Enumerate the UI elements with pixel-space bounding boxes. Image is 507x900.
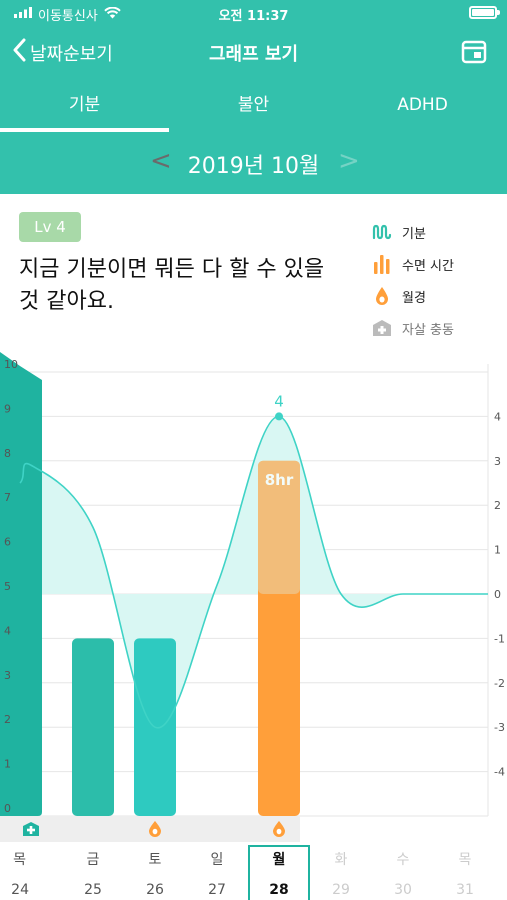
- day-date-label[interactable]: 30: [394, 882, 412, 898]
- month-selector: < 2019년 10월 >: [0, 132, 507, 194]
- mood-info-panel: Lv 4 지금 기분이면 뭐든 다 할 수 있을 것 같아요. 기분 수면 시간…: [0, 194, 507, 344]
- right-axis-tick: -4: [494, 766, 505, 779]
- day-weekday-label[interactable]: 수: [397, 852, 410, 868]
- battery-icon: [469, 6, 500, 19]
- sleep-bar-label: 8hr: [265, 471, 294, 489]
- mood-point-label: 4: [274, 392, 284, 410]
- suicidal-impulse-icon-cross: [27, 828, 35, 832]
- day-date-label[interactable]: 24: [11, 882, 29, 898]
- sleep-bar[interactable]: [0, 352, 42, 816]
- sleep-bars-icon: [372, 254, 392, 274]
- right-axis-tick: 4: [494, 410, 501, 423]
- legend-label: 기분: [402, 226, 426, 242]
- legend: 기분 수면 시간 월경 자살 충동: [372, 216, 454, 344]
- day-weekday-label[interactable]: 일: [211, 852, 224, 868]
- day-weekday-label[interactable]: 목: [13, 852, 26, 868]
- carrier: 이동통신사: [14, 5, 121, 24]
- chevron-left-icon: [12, 38, 26, 67]
- day-date-label[interactable]: 27: [208, 882, 226, 898]
- left-axis-tick: 6: [4, 536, 11, 549]
- menstruation-drop-icon-center: [276, 828, 282, 835]
- carrier-label: 이동통신사: [38, 9, 98, 24]
- legend-label: 월경: [402, 290, 426, 306]
- mood-description: 지금 기분이면 뭐든 다 할 수 있을 것 같아요.: [19, 257, 325, 314]
- menstruation-drop-icon: [372, 286, 392, 306]
- right-axis-tick: -3: [494, 721, 505, 734]
- suicidal-impulse-icon: [372, 318, 392, 338]
- nav-bar: 날짜순보기 그래프 보기: [0, 26, 507, 78]
- day-date-label[interactable]: 26: [146, 882, 164, 898]
- day-date-label[interactable]: 28: [269, 882, 288, 898]
- day-weekday-label[interactable]: 금: [87, 852, 100, 868]
- right-axis-tick: 2: [494, 499, 501, 512]
- day-date-label[interactable]: 25: [84, 882, 102, 898]
- mood-point[interactable]: [275, 412, 283, 421]
- day-weekday-label[interactable]: 화: [335, 852, 348, 868]
- status-time: 오전 11:37: [218, 9, 289, 24]
- right-axis-tick: -2: [494, 677, 505, 690]
- mood-sleep-chart[interactable]: 8hr 4 0 1 2 3 4 5 6 7 8 9 10 -4 -3 -2 -1 0 1 2 3 4 목 24 금 25 토 26 일 2…: [0, 344, 507, 900]
- day-weekday-label[interactable]: 목: [459, 852, 472, 868]
- mood-wave-icon: [372, 222, 392, 242]
- tab-mood[interactable]: 기분: [0, 78, 169, 132]
- calendar-view-button[interactable]: [461, 40, 487, 68]
- level-badge: Lv 4: [19, 212, 81, 242]
- status-bar: 이동통신사 오전 11:37: [0, 0, 507, 26]
- right-axis-tick: 3: [494, 455, 501, 468]
- day-date-label[interactable]: 29: [332, 882, 350, 898]
- legend-item-suicidal: 자살 충동: [372, 312, 454, 344]
- menstruation-drop-icon-center: [152, 828, 158, 835]
- right-axis-tick: 0: [494, 588, 501, 601]
- wifi-icon: [104, 6, 121, 23]
- next-month-button[interactable]: >: [338, 146, 360, 176]
- prev-month-button[interactable]: <: [150, 146, 172, 176]
- left-axis-tick: 3: [4, 669, 11, 682]
- month-label: 2019년 10월: [187, 154, 320, 179]
- legend-label: 수면 시간: [402, 258, 454, 274]
- sleep-bar[interactable]: [72, 638, 114, 816]
- day-date-label[interactable]: 31: [456, 882, 474, 898]
- day-weekday-label[interactable]: 월: [273, 851, 286, 868]
- left-axis-tick: 8: [4, 447, 11, 460]
- calendar-icon: [461, 40, 487, 64]
- right-axis-tick: 1: [494, 544, 501, 557]
- signal-icon: [14, 7, 32, 22]
- tab-adhd[interactable]: ADHD: [397, 95, 448, 115]
- left-axis-tick: 4: [4, 624, 11, 637]
- legend-label: 자살 충동: [402, 322, 454, 338]
- sleep-bar-overlay: [258, 460, 300, 594]
- day-weekday-label[interactable]: 토: [149, 852, 162, 868]
- sleep-bar[interactable]: [258, 460, 300, 816]
- tab-bar: 기분 불안 ADHD: [0, 78, 507, 132]
- selected-day-box[interactable]: [248, 845, 310, 900]
- legend-item-sleep: 수면 시간: [372, 248, 454, 280]
- right-axis-tick: -1: [494, 632, 505, 645]
- left-axis-tick: 7: [4, 491, 11, 504]
- left-axis-tick: 5: [4, 580, 11, 593]
- left-axis-tick: 0: [4, 802, 11, 815]
- left-axis-tick: 9: [4, 402, 11, 415]
- left-axis-tick: 1: [4, 758, 11, 771]
- back-button-label: 날짜순보기: [30, 43, 113, 65]
- left-axis-tick: 2: [4, 713, 11, 726]
- mood-line[interactable]: [19, 415, 488, 729]
- legend-item-period: 월경: [372, 280, 454, 312]
- legend-item-mood: 기분: [372, 216, 454, 248]
- left-axis-tick: 10: [4, 358, 18, 371]
- back-button[interactable]: 날짜순보기: [12, 38, 113, 67]
- tab-anxiety[interactable]: 불안: [237, 95, 270, 115]
